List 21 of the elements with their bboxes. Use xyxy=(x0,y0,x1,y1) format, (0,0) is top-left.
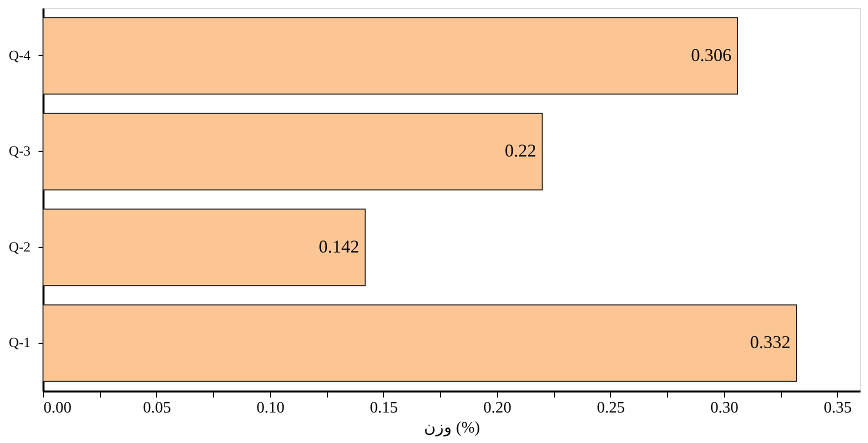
y-tick-label: Q-3 xyxy=(8,144,30,160)
x-tick-label: 0.20 xyxy=(483,400,512,416)
x-tick-label: 0.00 xyxy=(44,400,72,416)
data-label: 0.332 xyxy=(750,332,790,352)
bar xyxy=(42,17,738,95)
data-label: 0.306 xyxy=(690,44,732,65)
y-tick-label: Q-2 xyxy=(8,240,30,256)
y-tick-label: Q-4 xyxy=(8,48,30,64)
bar xyxy=(42,208,366,286)
data-label: 0.22 xyxy=(504,140,536,161)
bar xyxy=(42,304,797,382)
x-axis-title: وزن (%) xyxy=(424,420,480,436)
x-tick-label: 0.15 xyxy=(370,400,398,416)
x-tick-label: 0.05 xyxy=(142,400,171,416)
x-tick-label: 0.25 xyxy=(596,400,625,416)
data-label: 0.142 xyxy=(318,236,360,256)
x-tick-label: 0.30 xyxy=(710,400,738,416)
x-tick-label: 0.35 xyxy=(824,400,852,416)
bar xyxy=(42,112,543,190)
x-tick-label: 0.10 xyxy=(256,400,284,416)
y-tick-label: Q-1 xyxy=(8,336,30,352)
